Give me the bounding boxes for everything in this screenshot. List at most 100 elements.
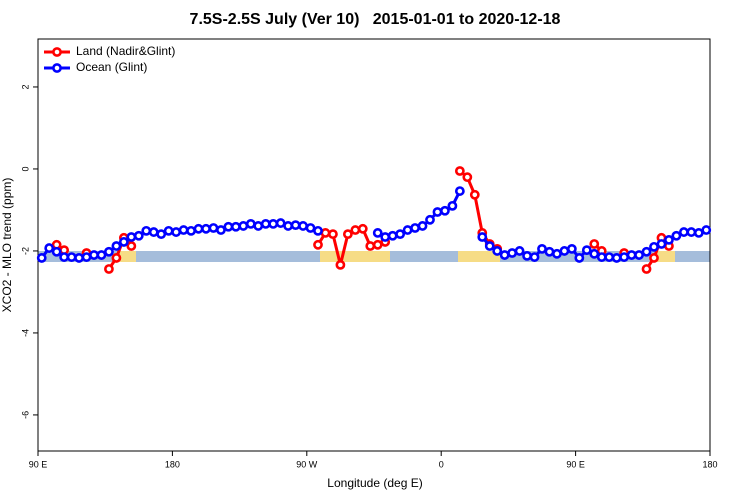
data-point <box>216 225 226 235</box>
data-point <box>275 218 286 228</box>
data-point <box>163 225 174 236</box>
data-point <box>432 207 443 217</box>
data-point <box>372 239 383 250</box>
data-point <box>111 241 122 251</box>
data-point <box>417 221 428 231</box>
x-axis-label: Longitude (deg E) <box>327 476 422 490</box>
data-point <box>499 250 510 260</box>
data-point <box>238 221 249 231</box>
land-band <box>655 251 675 262</box>
data-point <box>36 253 47 263</box>
x-tick-label: 180 <box>165 459 180 469</box>
data-point <box>656 239 667 249</box>
data-point <box>604 252 615 262</box>
data-point <box>380 232 391 242</box>
data-point <box>693 228 704 238</box>
data-point <box>148 227 159 237</box>
data-point <box>649 241 659 252</box>
data-point <box>566 243 577 254</box>
data-point <box>469 189 480 200</box>
data-point <box>335 259 346 270</box>
data-point <box>178 225 189 235</box>
y-axis-label: XCO2 - MLO trend (ppm) <box>0 178 14 313</box>
data-point <box>357 223 368 234</box>
plot-frame <box>37 38 711 452</box>
data-point <box>118 237 129 247</box>
data-point <box>104 264 114 274</box>
data-point <box>589 239 600 249</box>
data-point <box>111 253 122 263</box>
legend-label: Land (Nadir&Glint) <box>76 44 175 58</box>
data-point <box>372 228 383 238</box>
data-point <box>559 246 570 256</box>
x-tick-label: 90 E <box>29 459 48 469</box>
data-point <box>686 227 697 237</box>
data-point <box>589 248 600 259</box>
y-tick-label: -4 <box>20 329 30 337</box>
data-point <box>454 166 465 176</box>
data-point <box>66 252 77 262</box>
data-point <box>581 245 592 256</box>
data-point <box>544 246 555 257</box>
legend-marker <box>52 63 62 73</box>
data-point <box>89 250 99 260</box>
data-point <box>81 252 92 262</box>
data-point <box>574 253 585 263</box>
data-point <box>477 232 488 242</box>
data-point <box>701 225 712 235</box>
data-point <box>268 218 279 229</box>
data-point <box>186 225 196 236</box>
data-point <box>596 252 607 262</box>
data-point <box>313 239 323 250</box>
data-point <box>537 243 547 254</box>
data-point <box>454 186 465 196</box>
data-point <box>96 250 107 260</box>
data-point <box>641 264 652 274</box>
y-tick-label: -6 <box>20 411 30 419</box>
data-point <box>171 227 182 237</box>
data-point <box>664 234 674 245</box>
data-point <box>141 225 152 236</box>
legend-marker <box>52 47 62 57</box>
data-point <box>350 225 361 235</box>
data-point <box>641 246 652 257</box>
data-point <box>223 221 234 232</box>
data-point <box>387 230 398 241</box>
data-point <box>298 221 308 231</box>
data-point <box>410 223 420 233</box>
data-point <box>462 172 473 183</box>
data-point <box>619 252 630 262</box>
data-point <box>253 221 264 231</box>
x-tick-label: 90 W <box>296 459 318 469</box>
y-tick-label: -2 <box>20 247 30 255</box>
land-band <box>118 251 136 262</box>
data-point <box>245 218 256 229</box>
data-point <box>626 250 637 260</box>
land-band <box>320 251 390 262</box>
data-point <box>305 223 316 233</box>
data-point <box>201 223 211 234</box>
surface-band <box>38 251 710 262</box>
data-point <box>313 225 323 236</box>
data-point <box>507 248 518 258</box>
data-point <box>649 253 659 263</box>
data-point <box>492 246 503 256</box>
data-point <box>44 243 55 253</box>
data-point <box>290 220 301 231</box>
data-point <box>395 229 406 240</box>
data-point <box>678 227 689 237</box>
x-tick-label: 180 <box>702 459 717 469</box>
land-band <box>458 251 500 262</box>
data-point <box>425 214 435 225</box>
data-point <box>328 229 338 240</box>
data-point <box>342 229 353 240</box>
data-point <box>529 252 540 262</box>
data-point <box>365 241 376 251</box>
data-point <box>552 248 562 259</box>
data-point <box>74 253 84 263</box>
data-point <box>440 205 450 216</box>
data-point <box>193 223 204 234</box>
x-tick-label: 0 <box>439 459 444 469</box>
data-point <box>447 200 458 211</box>
